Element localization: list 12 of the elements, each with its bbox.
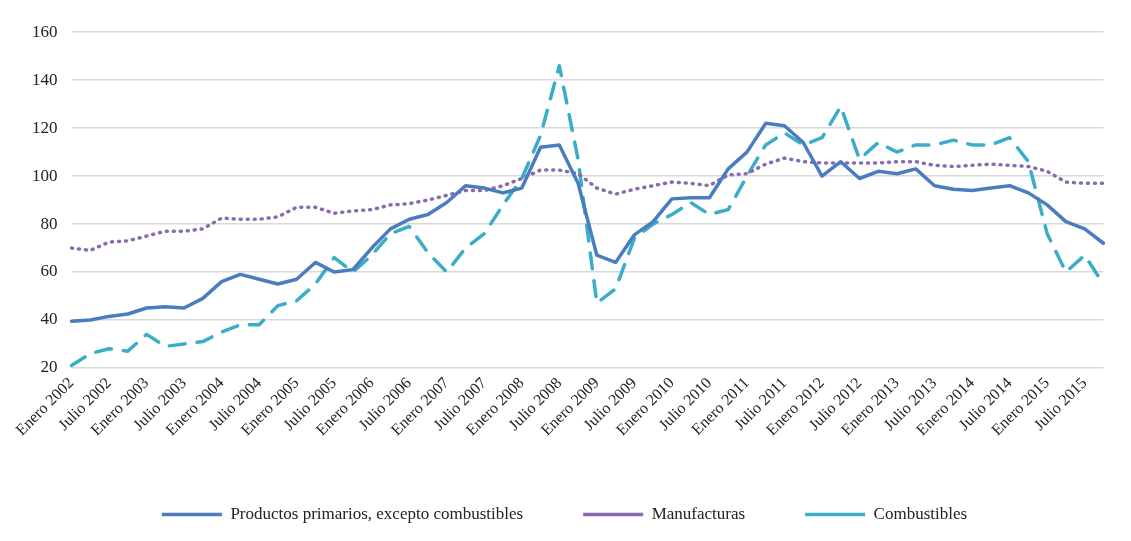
line-series xyxy=(69,156,1106,253)
y-tick-label: 140 xyxy=(32,69,58,89)
legend-label: Productos primarios, excepto combustibles xyxy=(230,503,524,523)
legend-label: Combustibles xyxy=(873,503,968,523)
y-tick-label: 100 xyxy=(32,165,58,185)
y-tick-label: 120 xyxy=(32,117,58,137)
y-tick-label: 60 xyxy=(40,261,58,281)
y-tick-label: 160 xyxy=(32,21,58,41)
legend-label: Manufacturas xyxy=(651,503,746,523)
y-tick-label: 40 xyxy=(40,309,58,329)
y-tick-label: 80 xyxy=(40,213,58,233)
y-tick-label: 20 xyxy=(40,357,58,377)
